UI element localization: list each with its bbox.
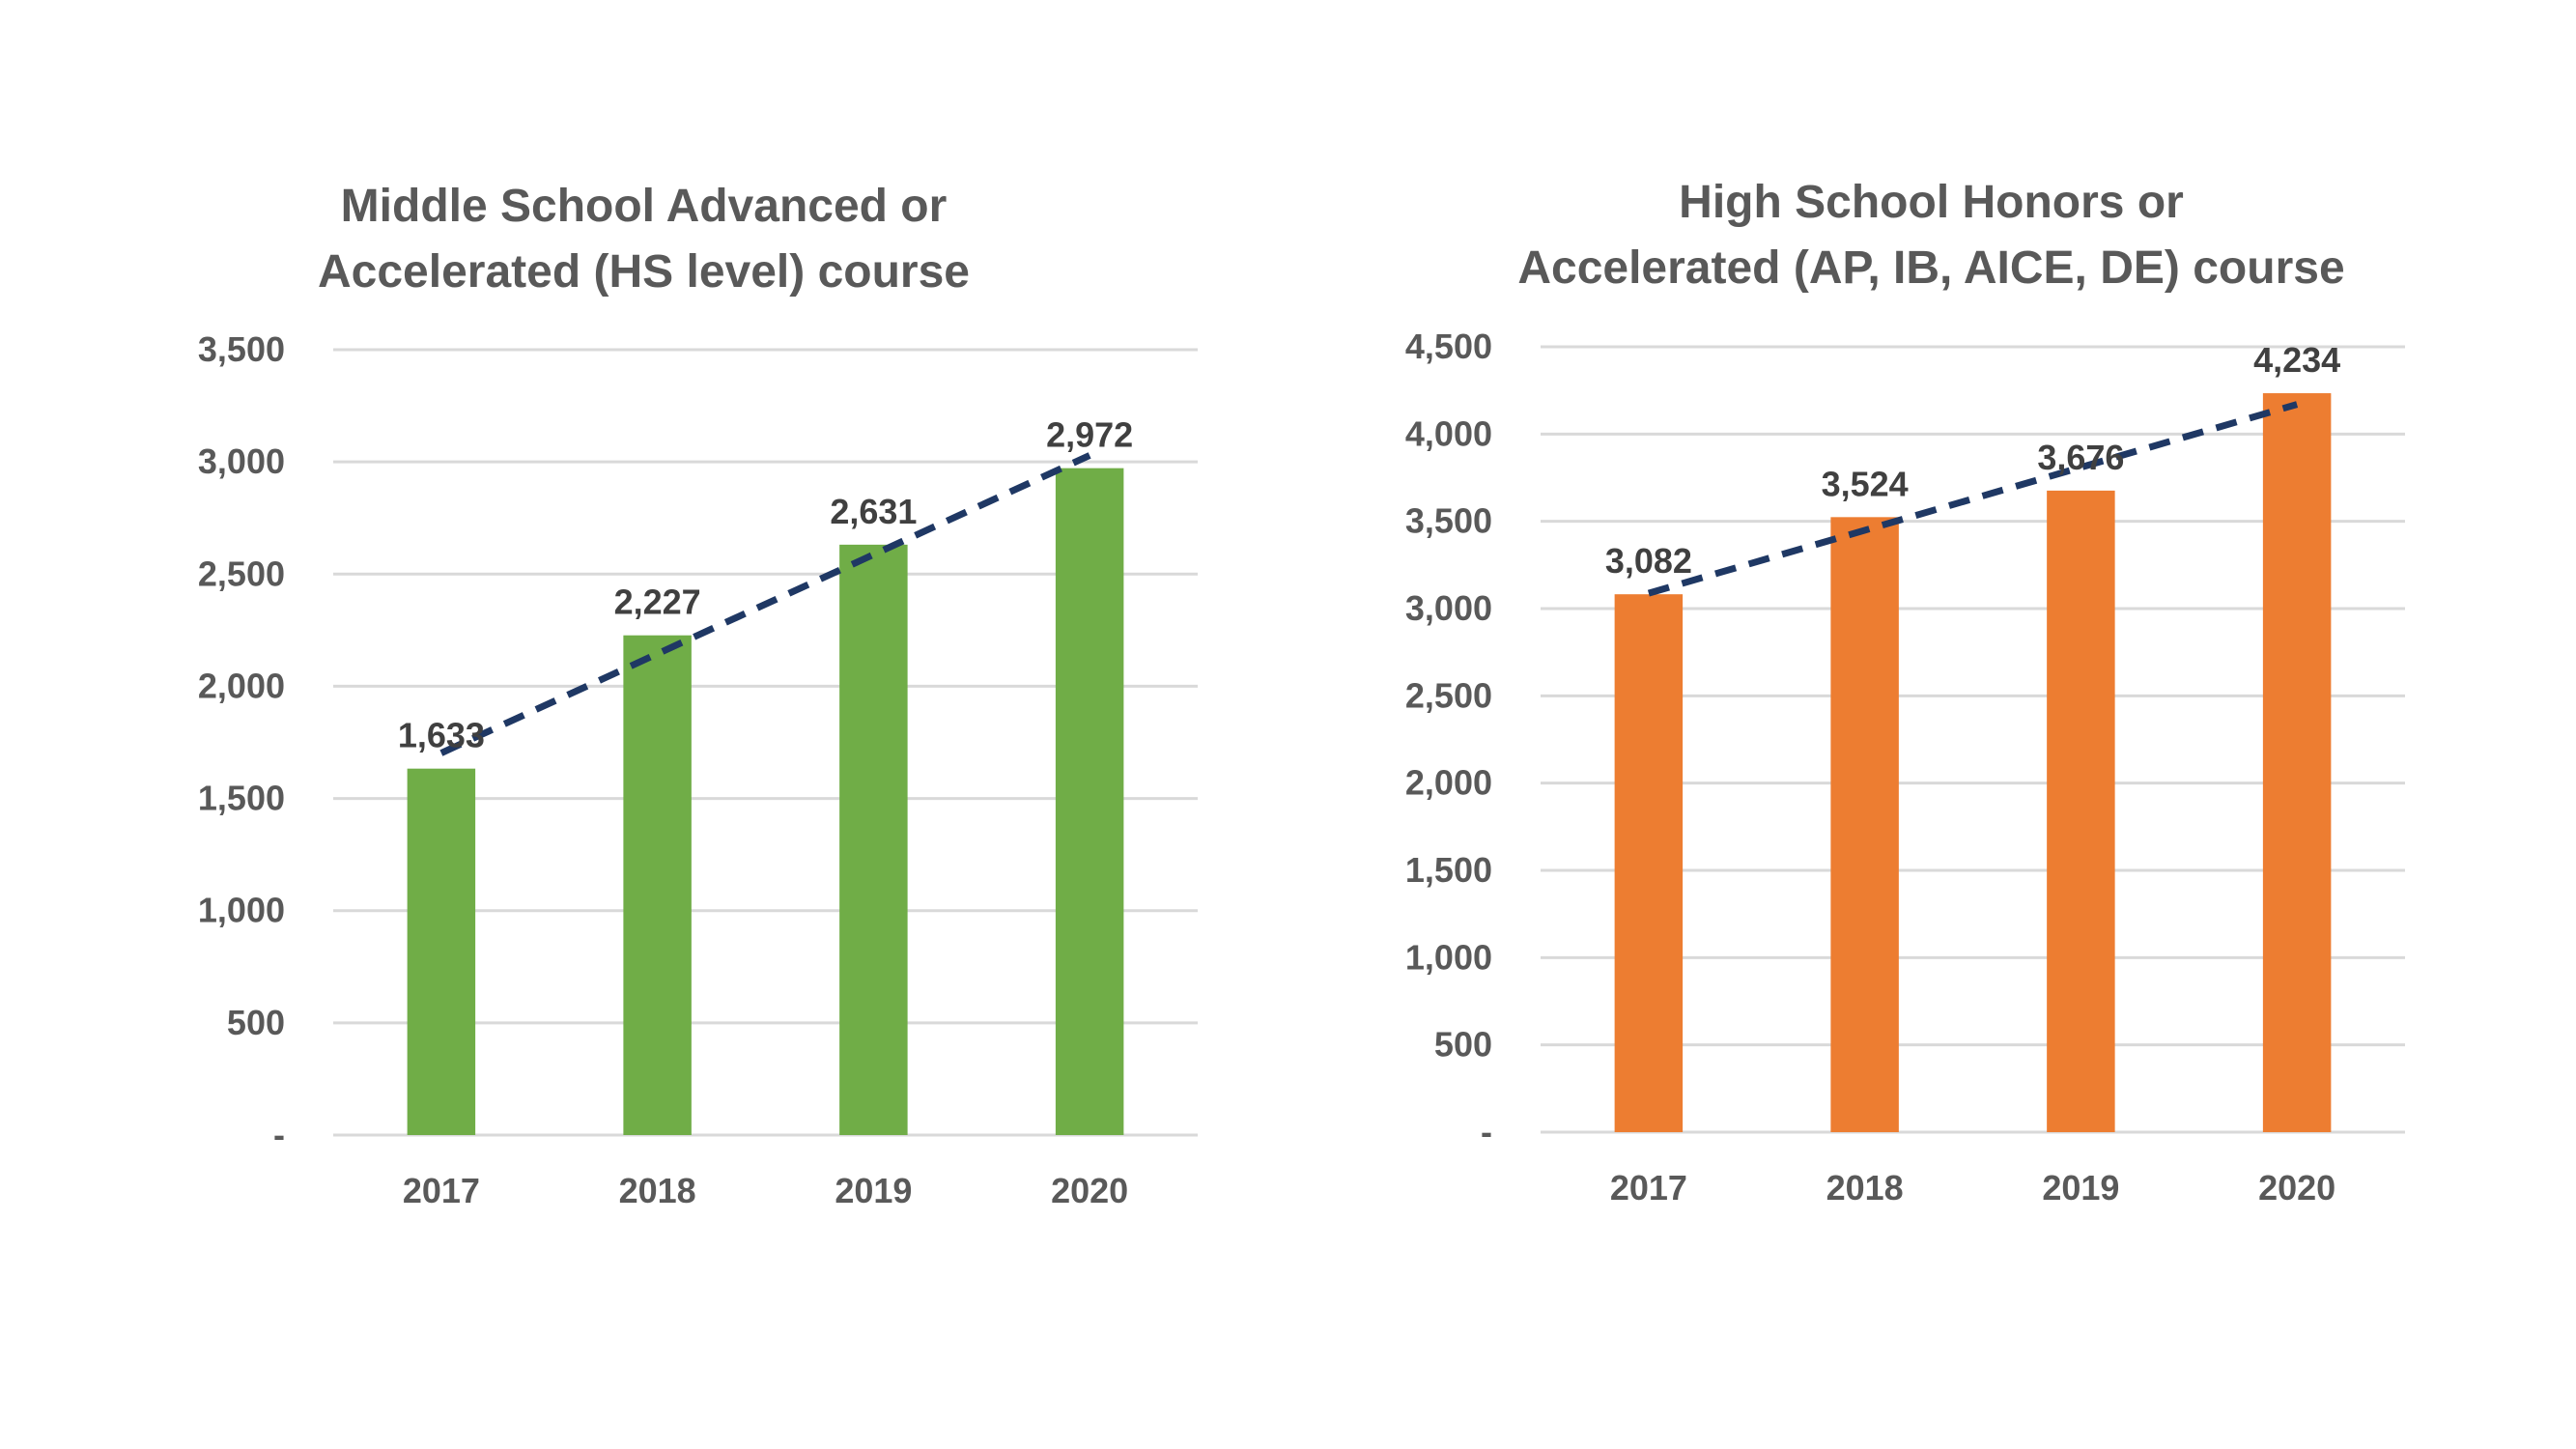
x-tick-label: 2018 [1826,1168,1904,1208]
bar [623,635,692,1135]
chart-plot-area: - 500 1,000 1,500 2,000 2,500 3,000 3,500 4,000 4… [1405,327,2405,1208]
y-tick-label: 3,500 [1405,501,1492,541]
bar [1830,517,1899,1132]
x-tick-label: 2020 [2258,1168,2335,1208]
data-label: 3,524 [1822,464,1909,503]
y-tick-label: - [1481,1112,1492,1151]
y-tick-label: 2,000 [1405,763,1492,803]
x-tick-label: 2017 [403,1171,480,1210]
chart-title-line-1: Middle School Advanced or [340,181,948,232]
y-tick-label: 500 [1434,1025,1492,1065]
chart-title-line-2: Accelerated (AP, IB, AICE, DE) course [1517,242,2345,294]
x-tick-label: 2020 [1051,1171,1128,1210]
y-tick-label: 4,000 [1405,413,1492,453]
middle-school-chart: Middle School Advanced or Accelerated (H… [0,174,1288,1210]
y-tick-label: 2,500 [198,554,285,593]
y-tick-label: 500 [227,1003,285,1042]
chart-title: Middle School Advanced or Accelerated (H… [0,174,1288,305]
y-tick-label: 2,500 [1405,675,1492,715]
data-label: 2,227 [614,582,701,622]
chart-title-line-1: High School Honors or [1679,177,2184,228]
y-tick-label: 1,000 [198,891,285,930]
y-tick-label: 2,000 [198,666,285,705]
chart-plot-area: - 500 1,000 1,500 2,000 2,500 3,000 3,500 2017 20… [198,329,1198,1210]
x-tick-label: 2017 [1610,1168,1687,1208]
data-label: 3,676 [2037,438,2124,477]
x-tick-label: 2019 [835,1171,912,1210]
y-tick-label: 1,500 [198,779,285,818]
y-tick-label: 4,500 [1405,327,1492,366]
y-tick-label: 1,000 [1405,937,1492,977]
chart-title: High School Honors or Accelerated (AP, I… [1288,170,2575,301]
bar [1614,594,1684,1132]
high-school-chart: High School Honors or Accelerated (AP, I… [1288,0,2575,1449]
trendline [1647,401,2299,597]
y-tick-label: 1,500 [1405,850,1492,890]
y-tick-label: 3,000 [198,441,285,481]
data-label: 3,082 [1605,541,1692,581]
y-tick-label: - [273,1115,285,1154]
bar [407,768,476,1135]
bar [839,544,908,1135]
data-label: 2,631 [830,492,917,531]
y-tick-label: 3,500 [198,329,285,369]
bar [2047,490,2115,1132]
trendline [439,452,1091,756]
chart-title-line-2: Accelerated (HS level) course [318,246,970,298]
bar [1055,468,1124,1135]
data-label: 4,234 [2253,340,2340,380]
y-tick-label: 3,000 [1405,588,1492,628]
x-tick-label: 2018 [619,1171,696,1210]
x-tick-label: 2019 [2042,1168,2119,1208]
data-label: 2,972 [1046,415,1133,455]
data-label: 1,633 [398,716,485,755]
bar [2262,393,2332,1132]
